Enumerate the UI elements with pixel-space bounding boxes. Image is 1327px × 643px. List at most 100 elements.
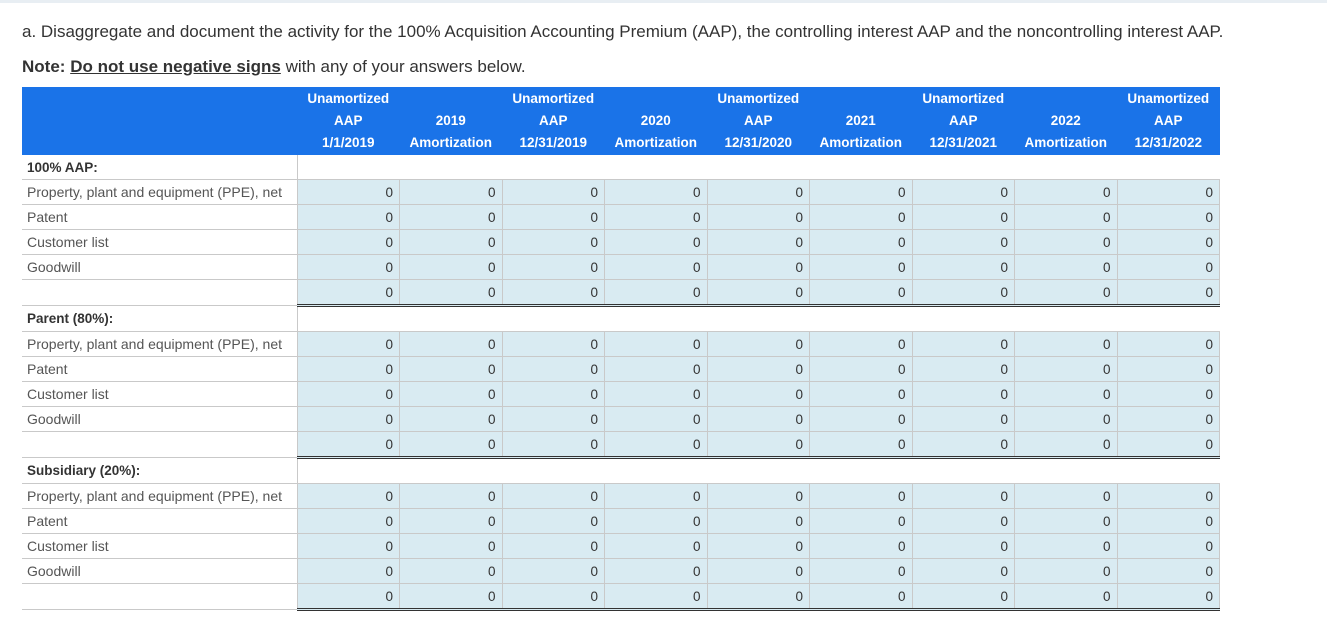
value-input-cell[interactable]: 0 xyxy=(1117,508,1220,534)
value-input-cell[interactable]: 0 xyxy=(297,508,400,534)
value-input-cell[interactable]: 0 xyxy=(1014,483,1118,509)
total-value-cell[interactable]: 0 xyxy=(1117,583,1220,611)
value-input-cell[interactable]: 0 xyxy=(707,533,810,559)
value-input-cell[interactable]: 0 xyxy=(809,356,913,382)
value-input-cell[interactable]: 0 xyxy=(809,483,913,509)
value-input-cell[interactable]: 0 xyxy=(1117,483,1220,509)
value-input-cell[interactable]: 0 xyxy=(297,254,400,280)
value-input-cell[interactable]: 0 xyxy=(604,356,708,382)
value-input-cell[interactable]: 0 xyxy=(399,406,503,432)
total-value-cell[interactable]: 0 xyxy=(502,583,605,611)
total-value-cell[interactable]: 0 xyxy=(707,279,810,307)
value-input-cell[interactable]: 0 xyxy=(604,381,708,407)
total-value-cell[interactable]: 0 xyxy=(1014,279,1118,307)
value-input-cell[interactable]: 0 xyxy=(1014,204,1118,230)
total-value-cell[interactable]: 0 xyxy=(399,431,503,459)
value-input-cell[interactable]: 0 xyxy=(707,356,810,382)
value-input-cell[interactable]: 0 xyxy=(809,508,913,534)
value-input-cell[interactable]: 0 xyxy=(1117,558,1220,584)
total-value-cell[interactable]: 0 xyxy=(912,431,1015,459)
value-input-cell[interactable]: 0 xyxy=(1117,331,1220,357)
value-input-cell[interactable]: 0 xyxy=(1014,254,1118,280)
value-input-cell[interactable]: 0 xyxy=(399,508,503,534)
value-input-cell[interactable]: 0 xyxy=(809,204,913,230)
value-input-cell[interactable]: 0 xyxy=(809,381,913,407)
total-value-cell[interactable]: 0 xyxy=(707,583,810,611)
total-value-cell[interactable]: 0 xyxy=(809,431,913,459)
value-input-cell[interactable]: 0 xyxy=(912,483,1015,509)
total-value-cell[interactable]: 0 xyxy=(809,279,913,307)
value-input-cell[interactable]: 0 xyxy=(1014,229,1118,255)
value-input-cell[interactable]: 0 xyxy=(707,204,810,230)
value-input-cell[interactable]: 0 xyxy=(809,406,913,432)
value-input-cell[interactable]: 0 xyxy=(604,179,708,205)
total-value-cell[interactable]: 0 xyxy=(604,279,708,307)
total-value-cell[interactable]: 0 xyxy=(297,583,400,611)
value-input-cell[interactable]: 0 xyxy=(502,254,605,280)
value-input-cell[interactable]: 0 xyxy=(399,483,503,509)
value-input-cell[interactable]: 0 xyxy=(399,533,503,559)
total-value-cell[interactable]: 0 xyxy=(707,431,810,459)
value-input-cell[interactable]: 0 xyxy=(399,331,503,357)
total-value-cell[interactable]: 0 xyxy=(399,279,503,307)
value-input-cell[interactable]: 0 xyxy=(297,406,400,432)
value-input-cell[interactable]: 0 xyxy=(1117,179,1220,205)
value-input-cell[interactable]: 0 xyxy=(297,204,400,230)
value-input-cell[interactable]: 0 xyxy=(707,483,810,509)
total-value-cell[interactable]: 0 xyxy=(399,583,503,611)
value-input-cell[interactable]: 0 xyxy=(1014,331,1118,357)
value-input-cell[interactable]: 0 xyxy=(809,254,913,280)
value-input-cell[interactable]: 0 xyxy=(399,558,503,584)
value-input-cell[interactable]: 0 xyxy=(912,331,1015,357)
value-input-cell[interactable]: 0 xyxy=(399,204,503,230)
total-value-cell[interactable]: 0 xyxy=(912,583,1015,611)
value-input-cell[interactable]: 0 xyxy=(399,254,503,280)
value-input-cell[interactable]: 0 xyxy=(502,508,605,534)
value-input-cell[interactable]: 0 xyxy=(502,533,605,559)
value-input-cell[interactable]: 0 xyxy=(912,179,1015,205)
value-input-cell[interactable]: 0 xyxy=(1014,533,1118,559)
value-input-cell[interactable]: 0 xyxy=(707,254,810,280)
value-input-cell[interactable]: 0 xyxy=(707,229,810,255)
total-value-cell[interactable]: 0 xyxy=(1014,431,1118,459)
total-value-cell[interactable]: 0 xyxy=(1117,279,1220,307)
value-input-cell[interactable]: 0 xyxy=(604,483,708,509)
value-input-cell[interactable]: 0 xyxy=(399,179,503,205)
value-input-cell[interactable]: 0 xyxy=(912,229,1015,255)
value-input-cell[interactable]: 0 xyxy=(502,204,605,230)
value-input-cell[interactable]: 0 xyxy=(809,558,913,584)
value-input-cell[interactable]: 0 xyxy=(604,558,708,584)
total-value-cell[interactable]: 0 xyxy=(502,431,605,459)
value-input-cell[interactable]: 0 xyxy=(1117,204,1220,230)
value-input-cell[interactable]: 0 xyxy=(297,558,400,584)
total-value-cell[interactable]: 0 xyxy=(809,583,913,611)
value-input-cell[interactable]: 0 xyxy=(502,558,605,584)
value-input-cell[interactable]: 0 xyxy=(399,381,503,407)
value-input-cell[interactable]: 0 xyxy=(1014,406,1118,432)
total-value-cell[interactable]: 0 xyxy=(604,583,708,611)
value-input-cell[interactable]: 0 xyxy=(809,533,913,559)
total-value-cell[interactable]: 0 xyxy=(912,279,1015,307)
total-value-cell[interactable]: 0 xyxy=(297,431,400,459)
value-input-cell[interactable]: 0 xyxy=(1014,179,1118,205)
value-input-cell[interactable]: 0 xyxy=(707,381,810,407)
value-input-cell[interactable]: 0 xyxy=(912,558,1015,584)
total-value-cell[interactable]: 0 xyxy=(604,431,708,459)
value-input-cell[interactable]: 0 xyxy=(502,356,605,382)
value-input-cell[interactable]: 0 xyxy=(502,179,605,205)
value-input-cell[interactable]: 0 xyxy=(604,204,708,230)
value-input-cell[interactable]: 0 xyxy=(604,229,708,255)
value-input-cell[interactable]: 0 xyxy=(1014,356,1118,382)
value-input-cell[interactable]: 0 xyxy=(809,229,913,255)
value-input-cell[interactable]: 0 xyxy=(809,331,913,357)
value-input-cell[interactable]: 0 xyxy=(604,406,708,432)
value-input-cell[interactable]: 0 xyxy=(912,406,1015,432)
value-input-cell[interactable]: 0 xyxy=(912,356,1015,382)
value-input-cell[interactable]: 0 xyxy=(707,508,810,534)
value-input-cell[interactable]: 0 xyxy=(707,558,810,584)
value-input-cell[interactable]: 0 xyxy=(502,331,605,357)
value-input-cell[interactable]: 0 xyxy=(1117,381,1220,407)
value-input-cell[interactable]: 0 xyxy=(297,533,400,559)
value-input-cell[interactable]: 0 xyxy=(912,204,1015,230)
value-input-cell[interactable]: 0 xyxy=(707,179,810,205)
